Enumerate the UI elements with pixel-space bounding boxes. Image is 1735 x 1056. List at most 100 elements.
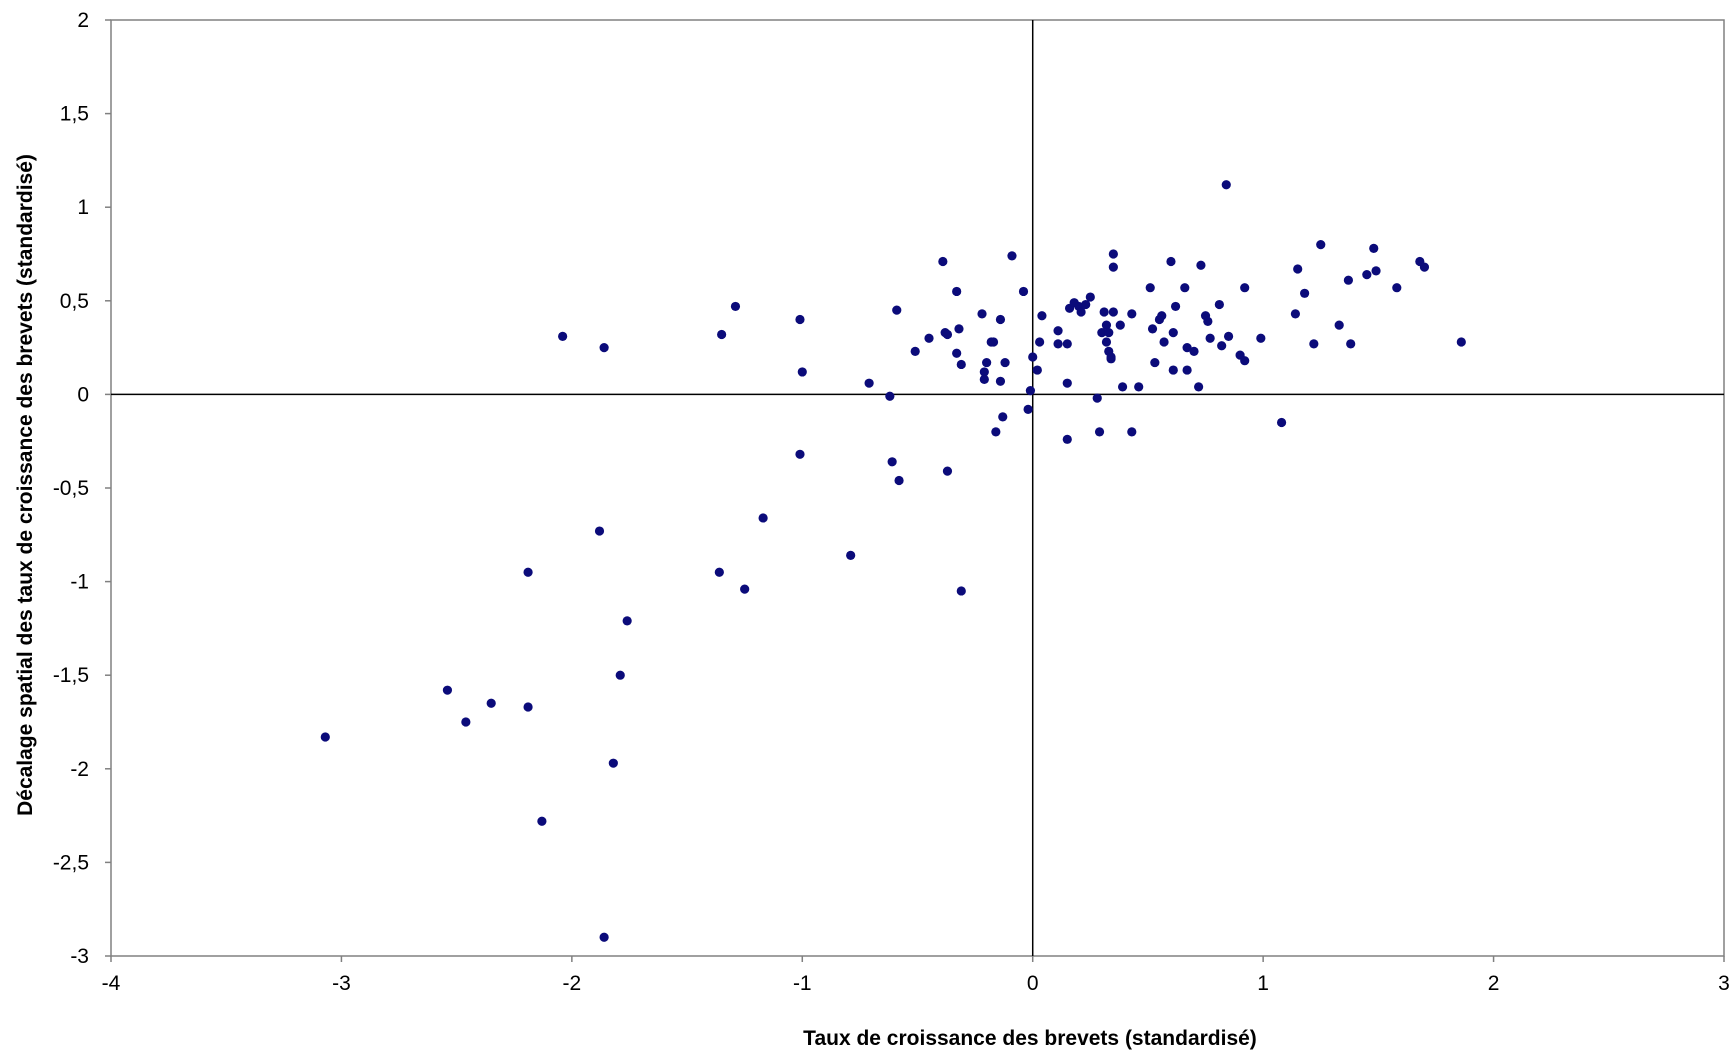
data-point: [1276, 417, 1287, 428]
data-point: [1240, 283, 1250, 293]
data-point: [952, 348, 962, 358]
y-tick-label: -1,5: [53, 664, 89, 687]
data-point: [979, 374, 989, 385]
data-point: [1023, 404, 1033, 414]
data-point: [1221, 180, 1231, 190]
y-tick-label: -2: [70, 758, 89, 781]
data-point: [1214, 299, 1224, 310]
data-point: [1127, 309, 1137, 319]
data-point: [1000, 357, 1010, 368]
data-point: [442, 685, 453, 695]
data-point: [1203, 316, 1213, 326]
data-point: [558, 331, 568, 341]
y-tick-label: 1,5: [60, 103, 89, 126]
data-points: [320, 180, 1466, 942]
data-point: [1189, 346, 1199, 356]
data-point: [952, 286, 962, 297]
data-point: [1106, 352, 1116, 362]
data-point: [846, 550, 856, 560]
data-point: [942, 329, 953, 340]
data-point: [1293, 264, 1303, 274]
data-point: [1316, 240, 1326, 250]
data-point: [1456, 337, 1466, 347]
data-point: [991, 427, 1001, 437]
data-point: [887, 457, 897, 467]
data-point: [1035, 337, 1045, 347]
data-point: [885, 391, 895, 401]
x-tick-label: -2: [563, 972, 582, 995]
data-point: [1097, 328, 1107, 338]
data-point: [894, 475, 904, 486]
y-axis-title: Décalage spatial des taux de croissance …: [14, 154, 37, 816]
data-point: [1101, 320, 1112, 330]
data-point: [461, 717, 471, 727]
x-tick-label: -4: [102, 972, 121, 995]
data-point: [1094, 427, 1105, 437]
data-point: [1108, 262, 1118, 272]
data-point: [730, 301, 741, 312]
data-point: [1081, 299, 1091, 310]
data-point: [1062, 434, 1072, 444]
data-point: [1159, 337, 1169, 347]
data-point: [1025, 386, 1036, 396]
data-point: [714, 567, 724, 577]
data-point: [1343, 275, 1354, 285]
data-point: [523, 702, 533, 712]
y-tick-label: -1: [70, 571, 89, 594]
data-point: [1168, 328, 1178, 338]
data-point: [1037, 311, 1047, 321]
data-point: [1032, 365, 1042, 375]
data-point: [599, 932, 609, 942]
data-point: [1240, 356, 1250, 366]
x-tick-label: 3: [1718, 972, 1730, 995]
x-tick-label: 0: [1027, 972, 1039, 995]
data-point: [1182, 343, 1192, 353]
data-point: [956, 586, 966, 596]
y-axis-ticks: 2 1,5 1 0,5 0 -0,5 -1 -1,5 -2 -2,5 -3: [53, 9, 111, 968]
data-point: [998, 412, 1008, 422]
data-point: [1092, 393, 1102, 403]
data-point: [924, 333, 934, 343]
data-point: [608, 758, 618, 768]
data-point: [1194, 382, 1204, 392]
data-point: [1157, 311, 1167, 321]
data-point: [1300, 288, 1310, 298]
data-point: [795, 449, 805, 459]
data-point: [1182, 365, 1192, 375]
data-point: [977, 309, 987, 319]
data-point: [1053, 339, 1063, 349]
y-tick-label: -2,5: [53, 851, 89, 874]
data-point: [1170, 301, 1181, 312]
data-point: [1168, 365, 1178, 375]
data-point: [1362, 269, 1372, 280]
y-tick-label: 1: [77, 196, 89, 219]
data-point: [942, 466, 953, 476]
data-point: [1117, 382, 1128, 392]
data-point: [995, 376, 1006, 386]
y-tick-label: 2: [77, 9, 89, 32]
data-point: [717, 329, 727, 340]
data-point: [988, 337, 999, 347]
data-point: [1018, 286, 1029, 297]
data-point: [1256, 333, 1266, 343]
y-tick-label: -0,5: [53, 477, 89, 500]
data-point: [320, 732, 330, 742]
data-point: [1309, 339, 1319, 349]
x-axis-title: Taux de croissance des brevets (standard…: [803, 1027, 1257, 1050]
data-point: [982, 357, 992, 368]
data-point: [1369, 243, 1379, 253]
data-point: [795, 314, 805, 325]
data-point: [979, 367, 989, 377]
data-point: [1007, 251, 1017, 261]
data-point: [1205, 333, 1215, 343]
data-point: [615, 670, 625, 680]
data-point: [594, 526, 605, 536]
data-point: [740, 584, 750, 594]
data-point: [1223, 331, 1234, 341]
data-point: [1346, 339, 1356, 349]
data-point: [995, 314, 1006, 325]
y-tick-label: 0: [77, 383, 89, 406]
data-point: [1101, 337, 1112, 347]
